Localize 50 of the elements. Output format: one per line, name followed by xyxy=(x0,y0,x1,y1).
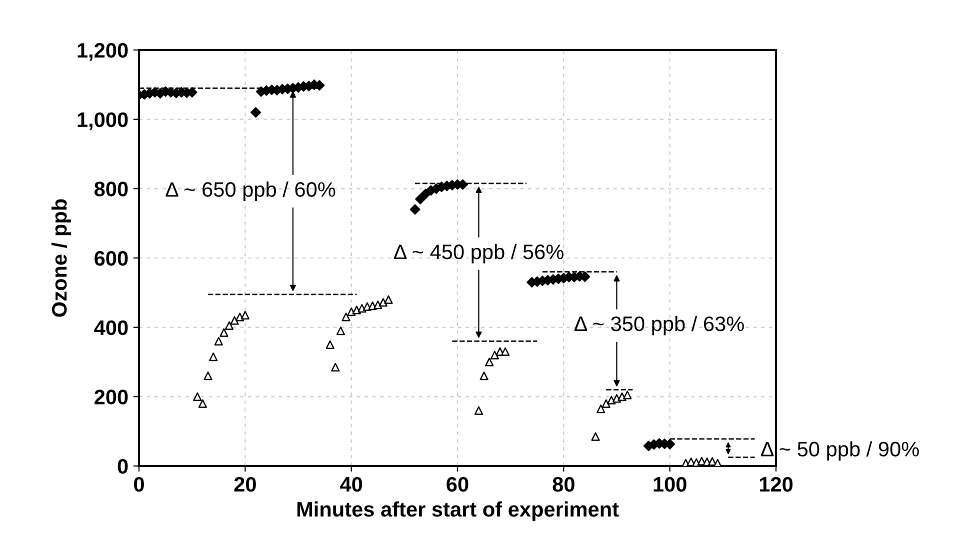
x-tick-label: 40 xyxy=(340,476,362,492)
point xyxy=(342,312,350,322)
point xyxy=(198,399,207,408)
point xyxy=(485,358,494,366)
annotation: Δ ~ 450 ppb / 56% xyxy=(394,244,564,264)
point xyxy=(607,396,616,404)
x-tick-label: 20 xyxy=(234,476,256,492)
point xyxy=(410,204,420,215)
point xyxy=(415,194,426,204)
point xyxy=(250,107,262,118)
y-axis-title: Ozone / ppb xyxy=(51,199,71,317)
y-tick-label: 800 xyxy=(94,182,128,196)
point xyxy=(596,404,606,414)
y-tick-label: 0 xyxy=(118,459,128,474)
point xyxy=(336,326,346,336)
y-tick-label: 600 xyxy=(94,251,128,266)
annotation: Δ ~ 350 ppb / 63% xyxy=(574,316,744,336)
point xyxy=(623,390,632,400)
x-axis-title: Minutes after start of experiment xyxy=(297,501,619,521)
x-tick-label: 80 xyxy=(552,476,574,492)
point xyxy=(193,392,202,401)
point xyxy=(474,406,484,415)
point xyxy=(331,362,340,372)
y-tick-label: 400 xyxy=(94,320,128,336)
x-tick-label: 120 xyxy=(760,476,793,492)
point xyxy=(224,321,234,330)
y-tick-label: 200 xyxy=(94,390,128,404)
point xyxy=(209,352,218,362)
x-tick-label: 0 xyxy=(134,476,144,492)
point xyxy=(240,310,250,320)
point xyxy=(591,432,600,441)
point xyxy=(384,295,393,304)
point xyxy=(500,347,510,356)
x-tick-label: 60 xyxy=(446,476,468,492)
point xyxy=(490,350,499,360)
point xyxy=(214,336,223,346)
y-tick-label: 1,200 xyxy=(78,43,128,61)
point xyxy=(602,399,610,408)
x-tick-label: 100 xyxy=(654,476,686,492)
annotation: Δ ~ 50 ppb / 90% xyxy=(760,441,919,461)
point xyxy=(374,300,382,310)
annotation: Δ ~ 650 ppb / 60% xyxy=(166,182,336,201)
point xyxy=(220,328,228,337)
point xyxy=(326,340,334,349)
point xyxy=(480,372,488,380)
point xyxy=(204,372,212,380)
point xyxy=(230,316,239,325)
point xyxy=(358,304,366,313)
point xyxy=(378,298,388,307)
y-tick-label: 1,000 xyxy=(78,112,128,130)
